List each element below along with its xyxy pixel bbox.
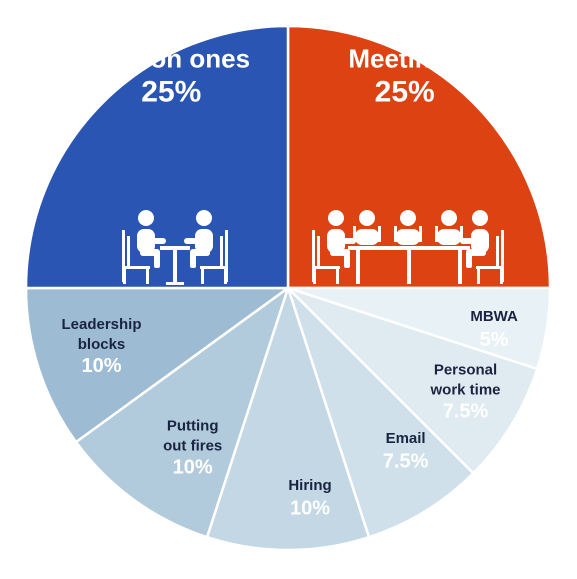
slice-label-line: One on ones <box>93 43 250 73</box>
pie-icons <box>122 210 504 285</box>
slice-label-line: Hiring <box>288 477 331 494</box>
slice-label-line: Personal <box>434 361 497 378</box>
slice-label-line: MBWA <box>470 308 518 325</box>
slice-label-mbwa: MBWA <box>470 308 518 325</box>
slice-value-hiring: 10% <box>290 498 330 520</box>
pie-slice-hiring <box>205 286 371 552</box>
slice-label-leadership-blocks: Leadership blocks <box>61 316 141 353</box>
pie-slice-leadership-blocks <box>24 286 290 444</box>
slice-label-personal-work-time: Personal work time <box>429 361 500 398</box>
slice-label-email: Email <box>386 430 426 447</box>
slice-label-putting-out-fires: Putting out fires <box>163 418 222 455</box>
slice-value-email: 7.5% <box>383 451 429 473</box>
pie-slice-one-on-ones <box>24 24 290 290</box>
slice-label-line: work time <box>429 381 500 398</box>
slice-value-meetings: 25% <box>375 75 435 108</box>
slice-label-hiring: Hiring <box>288 477 331 494</box>
slice-label-one-on-ones: One on ones <box>93 43 250 73</box>
slice-value-one-on-ones: 25% <box>141 75 201 108</box>
slice-label-line: Leadership <box>61 316 141 333</box>
slice-label-meetings: Meetings <box>348 43 461 73</box>
pie-slices <box>24 24 552 552</box>
slice-value-mbwa: 5% <box>480 329 509 351</box>
slice-label-line: out fires <box>163 438 222 455</box>
one-on-one-meeting-icon <box>122 210 228 285</box>
pie-slice-personal-work-time <box>286 286 539 475</box>
pie-slice-email <box>286 286 475 539</box>
slice-value-personal-work-time: 7.5% <box>443 400 489 422</box>
slice-label-line: blocks <box>78 336 126 353</box>
conference-table-icon <box>312 210 504 284</box>
slice-label-line: Email <box>386 430 426 447</box>
slice-value-leadership-blocks: 10% <box>81 355 121 377</box>
slice-label-line: Putting <box>167 418 219 435</box>
pie-slice-putting-out-fires <box>74 286 290 539</box>
slice-label-line: Meetings <box>348 43 461 73</box>
slice-value-putting-out-fires: 10% <box>173 456 213 478</box>
